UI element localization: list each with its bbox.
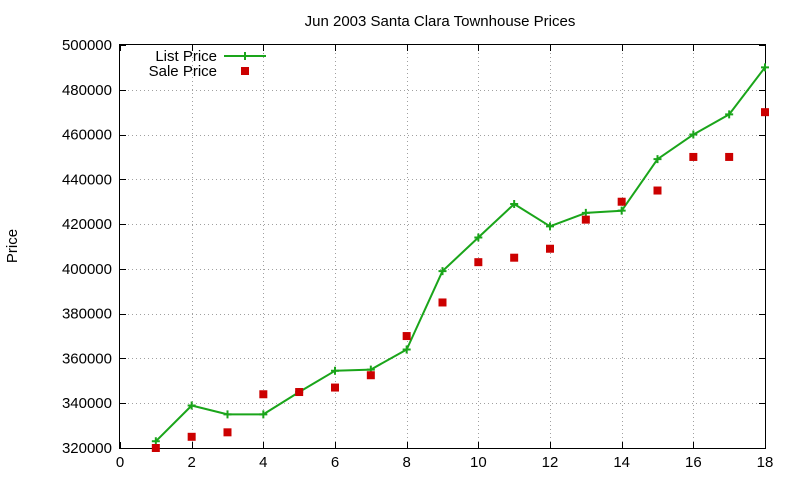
list-price-point — [187, 401, 196, 410]
list-price-point — [617, 206, 626, 215]
series-list-price — [151, 63, 769, 446]
list-price-point — [546, 222, 554, 231]
x-tick-label: 12 — [542, 454, 559, 471]
plot-frame — [119, 44, 766, 449]
sale-price-point — [259, 390, 268, 399]
x-tick-label: 18 — [757, 454, 774, 471]
sale-price-point — [223, 428, 232, 437]
x-tick-label: 4 — [259, 454, 267, 471]
y-tick-label: 460000 — [62, 127, 112, 144]
list-price-point — [151, 437, 160, 446]
grid — [120, 45, 765, 448]
list-price-point — [438, 267, 447, 276]
y-tick-label: 380000 — [62, 306, 112, 323]
x-tick-label: 16 — [685, 454, 702, 471]
list-price-point — [689, 130, 698, 139]
sale-price-point — [402, 332, 411, 341]
sale-price-point — [617, 197, 626, 206]
sale-price-point — [295, 388, 304, 397]
y-tick-label: 360000 — [62, 350, 112, 367]
list-price-point — [259, 410, 268, 419]
sale-price-point — [725, 152, 734, 161]
list-price-point — [725, 110, 734, 119]
legend-label-sale-price: Sale Price — [149, 63, 217, 80]
legend-marker-list-price — [241, 52, 249, 60]
list-price-point — [510, 199, 519, 208]
y-axis-label: Price — [4, 229, 21, 263]
y-tick-label: 480000 — [62, 82, 112, 99]
sale-price-point — [689, 152, 698, 161]
list-price-point — [653, 155, 662, 164]
sale-price-point — [331, 383, 339, 392]
x-tick-label: 6 — [331, 454, 339, 471]
sale-price-point — [546, 244, 554, 253]
x-tick-label: 10 — [470, 454, 487, 471]
x-tick-label: 2 — [187, 454, 195, 471]
series-sale-price — [151, 108, 769, 452]
list-price-point — [581, 208, 590, 217]
sale-price-point — [474, 258, 483, 267]
x-tick-label: 0 — [116, 454, 124, 471]
legend-marker-sale-price — [241, 67, 249, 75]
y-tick-label: 500000 — [62, 37, 112, 54]
sale-price-point — [510, 253, 519, 262]
sale-price-point — [653, 186, 662, 195]
y-tick-label: 400000 — [62, 261, 112, 278]
series-layer — [151, 63, 769, 452]
chart-title: Jun 2003 Santa Clara Townhouse Prices — [305, 13, 576, 30]
y-tick-label: 420000 — [62, 216, 112, 233]
sale-price-point — [581, 215, 590, 224]
y-tick-label: 340000 — [62, 395, 112, 412]
axis-ticks: 0 2 4 6 8 10 12 14 16 18 320000 340000 360000 380000 4… — [62, 37, 773, 471]
list-price-point — [761, 63, 769, 72]
list-price-line — [155, 66, 766, 443]
legend-label-list-price: List Price — [155, 48, 217, 65]
x-tick-label: 14 — [613, 454, 630, 471]
list-price-point — [474, 233, 483, 242]
list-price-point — [402, 345, 411, 354]
list-price-point — [331, 366, 339, 375]
sale-price-point — [151, 444, 160, 452]
sale-price-point — [761, 108, 769, 117]
y-tick-label: 440000 — [62, 171, 112, 188]
x-tick-label: 8 — [402, 454, 410, 471]
sale-price-point — [366, 371, 375, 380]
sale-price-point — [438, 298, 447, 307]
y-tick-label: 320000 — [62, 440, 112, 457]
list-price-point — [223, 410, 232, 419]
sale-price-point — [187, 432, 196, 441]
legend: List Price Sale Price — [149, 48, 266, 80]
